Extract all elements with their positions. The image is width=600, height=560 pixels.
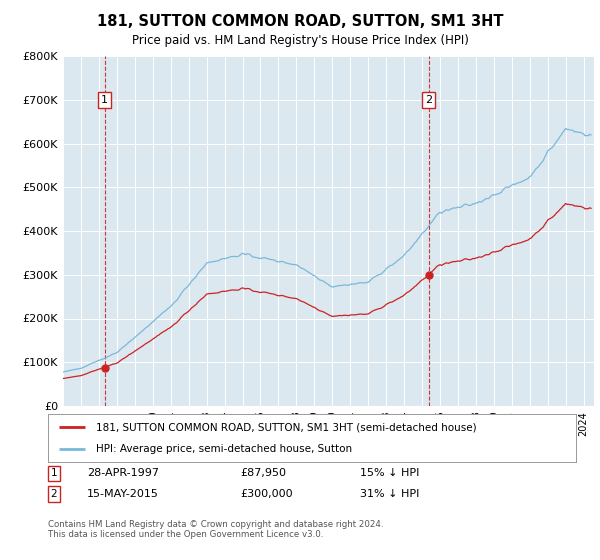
Text: 181, SUTTON COMMON ROAD, SUTTON, SM1 3HT (semi-detached house): 181, SUTTON COMMON ROAD, SUTTON, SM1 3HT… — [95, 422, 476, 432]
Text: £300,000: £300,000 — [240, 489, 293, 499]
Text: 1: 1 — [101, 95, 108, 105]
Text: 31% ↓ HPI: 31% ↓ HPI — [360, 489, 419, 499]
Text: 2: 2 — [425, 95, 432, 105]
Text: 15-MAY-2015: 15-MAY-2015 — [87, 489, 159, 499]
Text: £87,950: £87,950 — [240, 468, 286, 478]
Text: Contains HM Land Registry data © Crown copyright and database right 2024.
This d: Contains HM Land Registry data © Crown c… — [48, 520, 383, 539]
Text: 1: 1 — [50, 468, 58, 478]
Text: 181, SUTTON COMMON ROAD, SUTTON, SM1 3HT: 181, SUTTON COMMON ROAD, SUTTON, SM1 3HT — [97, 14, 503, 29]
Text: HPI: Average price, semi-detached house, Sutton: HPI: Average price, semi-detached house,… — [95, 444, 352, 454]
Text: Price paid vs. HM Land Registry's House Price Index (HPI): Price paid vs. HM Land Registry's House … — [131, 34, 469, 46]
Text: 15% ↓ HPI: 15% ↓ HPI — [360, 468, 419, 478]
Text: 2: 2 — [50, 489, 58, 499]
Text: 28-APR-1997: 28-APR-1997 — [87, 468, 159, 478]
